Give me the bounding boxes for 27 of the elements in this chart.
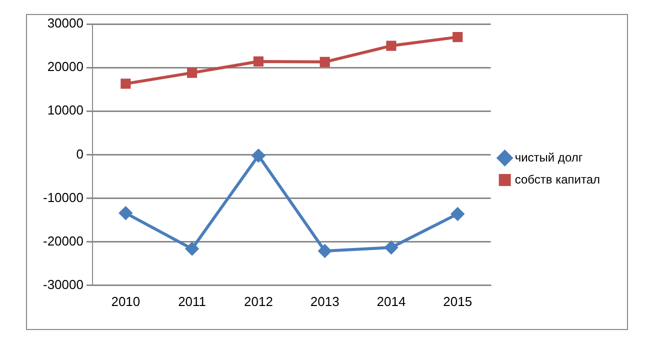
point [186, 242, 199, 256]
point [187, 68, 198, 78]
point [451, 207, 464, 220]
y-tick-label: 10000 [47, 102, 84, 118]
x-tick-label: 2011 [178, 294, 206, 309]
point [318, 244, 332, 258]
y-tick-label: -10000 [42, 190, 84, 205]
legend-label: собств капитал [514, 172, 600, 186]
x-tick-label: 2012 [244, 294, 273, 309]
point [384, 240, 398, 254]
point [120, 78, 131, 89]
x-tick-label: 2014 [376, 294, 406, 309]
point [320, 56, 330, 67]
y-tick-label: 0 [76, 146, 84, 162]
point [452, 32, 463, 42]
x-tick-label: 2013 [310, 294, 340, 309]
point [386, 40, 396, 51]
point [252, 149, 265, 162]
y-tick-label: -30000 [42, 276, 84, 292]
point [119, 206, 132, 220]
y-tick-label: 30000 [47, 16, 84, 31]
y-tick-label: 20000 [47, 59, 84, 74]
y-tick-label: -20000 [42, 233, 84, 248]
x-tick-label: 2015 [443, 294, 472, 309]
point [253, 56, 264, 67]
legend-label: чистый долг [514, 150, 584, 164]
x-tick-label: 2010 [111, 294, 140, 309]
